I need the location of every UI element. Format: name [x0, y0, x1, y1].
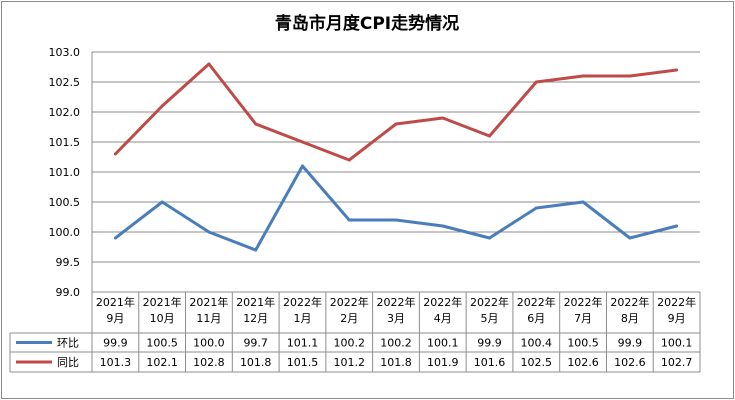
x-category-month: 11月: [196, 312, 221, 325]
data-point: [394, 122, 398, 126]
data-point: [394, 218, 398, 222]
y-tick-label: 103.0: [49, 46, 81, 59]
table-cell-value: 101.8: [380, 356, 412, 369]
table-cell-value: 102.6: [614, 356, 646, 369]
table-cell-value: 100.5: [567, 337, 599, 350]
table-cell-value: 101.9: [427, 356, 459, 369]
data-point: [675, 224, 679, 228]
table-cell-value: 102.1: [146, 356, 178, 369]
x-category-year: 2021年: [236, 295, 275, 309]
x-category-month: 7月: [574, 312, 592, 325]
table-cell-value: 101.3: [100, 356, 132, 369]
table-cell-value: 99.9: [477, 337, 502, 350]
table-cell-value: 101.5: [287, 356, 319, 369]
data-point: [488, 134, 492, 138]
data-point: [254, 248, 258, 252]
table-cell-value: 100.0: [193, 337, 225, 350]
table-cell-value: 99.9: [103, 337, 128, 350]
data-point: [441, 116, 445, 120]
data-point: [534, 206, 538, 210]
table-cell-value: 100.1: [427, 337, 459, 350]
x-category-month: 9月: [668, 312, 686, 325]
plot-area: [113, 62, 679, 252]
x-category-month: 1月: [293, 312, 311, 325]
x-category-year: 2022年: [657, 295, 696, 309]
table-cell-value: 101.6: [474, 356, 506, 369]
x-category-year: 2022年: [470, 295, 509, 309]
x-category-month: 10月: [150, 312, 175, 325]
data-point: [581, 200, 585, 204]
x-category-year: 2021年: [96, 295, 135, 309]
series-line-环比: [114, 164, 677, 252]
data-point: [113, 236, 117, 240]
x-category-month: 8月: [621, 312, 639, 325]
table-cell-value: 101.2: [333, 356, 365, 369]
data-point: [300, 164, 304, 168]
x-category-year: 2022年: [283, 295, 322, 309]
x-category-month: 4月: [434, 312, 452, 325]
data-point: [254, 122, 258, 126]
table-cell-value: 100.1: [661, 337, 693, 350]
x-category-month: 12月: [243, 312, 268, 325]
data-point: [300, 140, 304, 144]
legend-label: 环比: [57, 337, 79, 350]
chart-title: 青岛市月度CPI走势情况: [275, 13, 459, 34]
table-cell-value: 100.2: [333, 337, 365, 350]
table-cell-value: 101.8: [240, 356, 272, 369]
data-point: [628, 236, 632, 240]
data-point: [581, 74, 585, 78]
data-point: [207, 230, 211, 234]
table-cell-value: 101.1: [287, 337, 319, 350]
table-cell-value: 100.4: [521, 337, 553, 350]
table-cell-value: 102.5: [521, 356, 553, 369]
x-category-year: 2021年: [189, 295, 228, 309]
x-category-year: 2022年: [423, 295, 462, 309]
table-cell-value: 102.8: [193, 356, 225, 369]
x-category-year: 2022年: [610, 295, 649, 309]
x-category-month: 3月: [387, 312, 405, 325]
data-point: [113, 152, 117, 156]
y-tick-label: 100.0: [49, 226, 81, 239]
data-point: [347, 158, 351, 162]
table-cell-value: 100.2: [380, 337, 412, 350]
x-category-month: 5月: [481, 312, 499, 325]
x-category-month: 9月: [106, 312, 124, 325]
x-category-month: 2月: [340, 312, 358, 325]
x-category-year: 2022年: [564, 295, 603, 309]
table-cell-value: 100.5: [146, 337, 178, 350]
y-axis: 99.0 99.5 100.0 100.5 101.0 101.5 102.0 102.5 10…: [49, 46, 93, 299]
data-point: [675, 68, 679, 72]
data-point: [160, 104, 164, 108]
table-cell-value: 99.7: [243, 337, 268, 350]
data-point: [441, 224, 445, 228]
data-table: 2021年 9月 2021年 10月 2021年 11月 2021年 12月 2022年 1月 20…: [9, 291, 701, 373]
x-category-month: 6月: [527, 312, 545, 325]
x-category-year: 2022年: [377, 295, 416, 309]
data-point: [628, 74, 632, 78]
y-tick-label: 101.5: [49, 136, 81, 149]
x-category-year: 2022年: [330, 295, 369, 309]
legend-label: 同比: [57, 356, 79, 369]
data-point: [207, 62, 211, 66]
data-point: [347, 218, 351, 222]
data-point: [160, 200, 164, 204]
table-cell-value: 99.9: [618, 337, 643, 350]
y-tick-label: 101.0: [49, 166, 81, 179]
y-tick-label: 102.0: [49, 106, 81, 119]
table-cell-value: 102.7: [661, 356, 693, 369]
y-tick-label: 102.5: [49, 76, 81, 89]
table-cell-value: 102.6: [567, 356, 599, 369]
x-category-year: 2022年: [517, 295, 556, 309]
y-tick-label: 99.0: [56, 286, 81, 299]
data-point: [488, 236, 492, 240]
x-category-year: 2021年: [143, 295, 182, 309]
y-tick-label: 99.5: [56, 256, 81, 269]
data-point: [534, 80, 538, 84]
y-tick-label: 100.5: [49, 196, 81, 209]
